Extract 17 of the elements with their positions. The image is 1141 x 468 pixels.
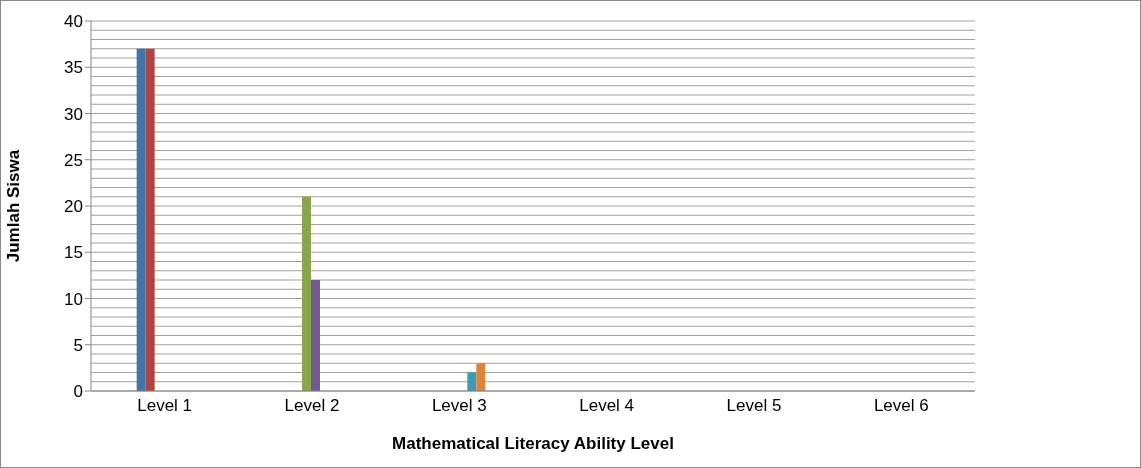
y-axis-title: Jumlah Siswa: [4, 149, 24, 263]
y-tick-label: 0: [73, 382, 83, 401]
x-tick-label: Level 6: [873, 396, 929, 416]
x-tick-label: Level 2: [284, 396, 340, 416]
x-axis-title: Mathematical Literacy Ability Level: [392, 434, 674, 453]
y-tick-label: 10: [64, 289, 83, 309]
x-tick-label: Level 1: [137, 396, 193, 416]
x-tick-label: Level 3: [431, 396, 487, 416]
y-tick-label: 20: [64, 197, 83, 216]
x-tick-label: Level 4: [579, 396, 635, 416]
y-tick-label: 15: [64, 243, 83, 263]
y-tick-label: 35: [64, 58, 83, 78]
y-tick-label: 5: [73, 335, 83, 355]
y-tick-label: 25: [64, 150, 83, 170]
y-tick-label: 30: [64, 104, 83, 124]
x-tick-label: Level 5: [726, 396, 782, 416]
y-tick-label: 40: [64, 12, 83, 31]
